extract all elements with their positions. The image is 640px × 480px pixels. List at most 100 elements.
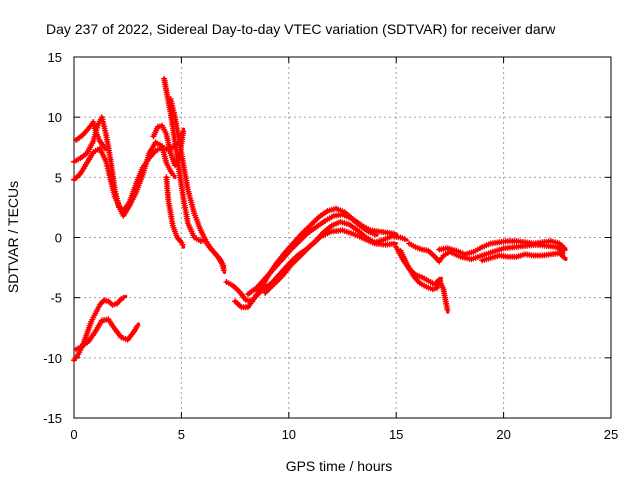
data-point — [418, 281, 422, 285]
data-point — [121, 209, 125, 213]
data-point — [394, 245, 398, 249]
data-point — [192, 235, 196, 240]
data-point — [179, 240, 183, 244]
data-point — [87, 339, 91, 343]
data-point — [386, 231, 390, 235]
data-point — [411, 274, 415, 278]
data-point — [119, 335, 123, 339]
series-arc-8 — [223, 205, 398, 305]
data-point — [280, 274, 284, 278]
data-point — [441, 287, 446, 291]
data-point — [439, 276, 443, 280]
data-point — [212, 250, 216, 254]
x-axis-label: GPS time / hours — [286, 458, 393, 474]
data-point — [162, 77, 166, 81]
data-point — [104, 133, 108, 137]
data-point — [224, 280, 229, 284]
data-point — [433, 255, 437, 259]
data-point — [491, 250, 495, 254]
data-point — [237, 290, 241, 294]
data-point — [540, 240, 544, 244]
series-plus-markers — [223, 205, 398, 305]
data-point — [332, 214, 336, 218]
x-tick-label: 15 — [389, 427, 403, 442]
data-point — [381, 238, 385, 242]
data-point — [375, 233, 379, 237]
data-point — [506, 255, 510, 259]
data-point — [186, 187, 190, 191]
data-point — [469, 257, 473, 261]
data-point — [141, 166, 145, 170]
data-point — [93, 329, 98, 333]
data-point — [300, 232, 304, 236]
data-point — [106, 299, 110, 303]
x-tick-label: 10 — [282, 427, 296, 442]
data-point — [441, 253, 446, 258]
data-point — [169, 151, 173, 155]
data-point — [89, 320, 93, 324]
data-point — [93, 311, 98, 315]
data-point — [85, 332, 89, 336]
data-point — [113, 327, 117, 331]
data-point — [119, 297, 123, 301]
x-tick-label: 5 — [178, 427, 185, 442]
data-point — [272, 282, 276, 286]
data-point — [218, 257, 222, 261]
data-point — [454, 249, 458, 253]
data-point — [549, 252, 553, 256]
data-point — [373, 241, 377, 246]
series-arc-3 — [73, 119, 108, 152]
data-point — [104, 148, 108, 152]
series-arc-11 — [262, 227, 398, 296]
data-point — [489, 256, 493, 260]
data-point — [512, 245, 516, 249]
data-point — [431, 287, 435, 291]
data-point — [173, 175, 177, 179]
data-point — [128, 199, 132, 203]
data-point — [252, 296, 256, 300]
data-point — [239, 305, 244, 309]
data-point — [108, 157, 113, 161]
data-point — [319, 234, 323, 238]
data-point — [85, 151, 89, 155]
data-point — [532, 253, 536, 258]
series-line — [72, 115, 177, 218]
data-point — [377, 229, 381, 234]
data-point — [117, 204, 121, 208]
data-point — [437, 247, 441, 252]
data-point — [166, 199, 171, 203]
data-point — [263, 291, 267, 295]
series-arc-15 — [436, 238, 568, 258]
data-point — [435, 286, 439, 290]
y-tick-label: -15 — [43, 411, 62, 426]
data-point — [358, 223, 362, 228]
data-point — [338, 220, 342, 224]
series-arc-13 — [397, 247, 444, 293]
data-point — [308, 223, 312, 228]
y-tick-label: 0 — [55, 231, 62, 246]
data-point — [383, 243, 388, 247]
data-point — [98, 303, 102, 307]
data-point — [74, 347, 78, 351]
data-point — [261, 287, 265, 291]
data-point — [355, 228, 360, 232]
data-point — [171, 223, 175, 228]
data-point — [205, 241, 209, 246]
data-point — [222, 270, 226, 274]
data-point — [459, 255, 463, 259]
y-tick-label: -5 — [50, 291, 62, 306]
data-point — [315, 225, 319, 229]
data-point — [471, 250, 476, 254]
data-point — [181, 127, 186, 131]
data-point — [272, 267, 276, 271]
data-point — [532, 241, 536, 246]
data-point — [98, 139, 102, 143]
data-point — [289, 263, 293, 267]
data-point — [121, 214, 125, 218]
data-point — [308, 244, 312, 248]
x-tick-label: 0 — [70, 427, 77, 442]
data-point — [164, 175, 168, 179]
data-point — [81, 133, 85, 137]
data-point — [186, 221, 190, 225]
data-point — [340, 228, 345, 232]
